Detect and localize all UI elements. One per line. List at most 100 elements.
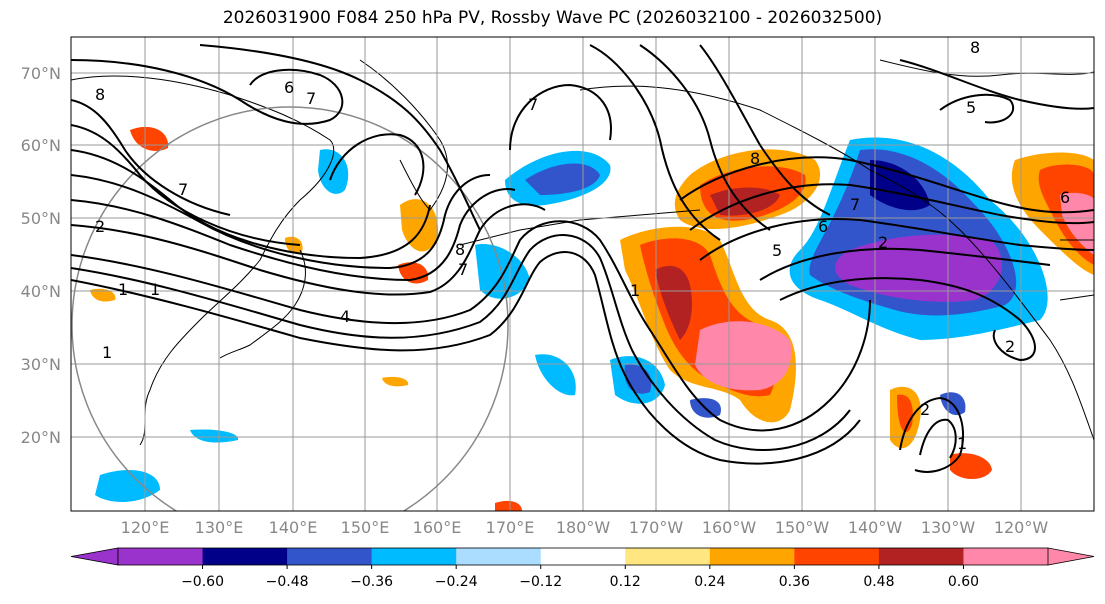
colorbar-tick-label: 0.60 bbox=[948, 574, 979, 590]
contour-label: 8 bbox=[970, 38, 980, 57]
lon-label: 130°W bbox=[921, 518, 976, 537]
colorbar-swatch bbox=[287, 548, 373, 565]
negative-anomaly-south-china-sea bbox=[95, 470, 160, 502]
longitude-labels: 120°E 130°E 140°E 150°E 160°E 170°E 180°… bbox=[121, 518, 1049, 537]
contour-line bbox=[639, 44, 771, 231]
lat-label: 70°N bbox=[21, 64, 61, 83]
contour-label: 2 bbox=[95, 217, 105, 236]
reference-circle bbox=[71, 106, 509, 511]
colorbar-border bbox=[117, 547, 1049, 566]
lon-label: 140°W bbox=[848, 518, 903, 537]
contour-line bbox=[589, 44, 721, 241]
colorbar-tick-label: −0.36 bbox=[350, 574, 393, 590]
lat-label: 50°N bbox=[21, 209, 61, 228]
colorbar-swatch bbox=[202, 548, 288, 565]
contour-label: 6 bbox=[818, 217, 828, 236]
contour-line bbox=[71, 220, 871, 432]
negative-anomaly-philippine-sea bbox=[190, 429, 239, 443]
coastline-canada-arctic bbox=[879, 59, 1094, 77]
contour-label: 2 bbox=[1005, 337, 1015, 356]
colorbar-swatch bbox=[878, 548, 964, 565]
contour-line bbox=[329, 133, 425, 196]
colorbar-tick-label: −0.60 bbox=[181, 574, 224, 590]
negative-anomaly-japan bbox=[475, 244, 530, 299]
contour-line bbox=[939, 93, 1015, 124]
map-area: 8 6 7 2 1 1 1 7 8 7 4 8 6 7 5 2 1 5 8 7 … bbox=[71, 37, 1094, 511]
contour-label: 1 bbox=[150, 280, 160, 299]
contour-label: 6 bbox=[1060, 188, 1070, 207]
contour-label: 8 bbox=[95, 85, 105, 104]
contour-label: 7 bbox=[850, 195, 860, 214]
map-border bbox=[70, 36, 1095, 512]
contour-label: 7 bbox=[458, 260, 468, 279]
colorbar-tick-label: −0.12 bbox=[519, 574, 562, 590]
graticule bbox=[71, 37, 1094, 511]
contour-line bbox=[71, 188, 516, 282]
contour-line bbox=[71, 124, 301, 246]
contour-line bbox=[71, 99, 231, 216]
contour-line bbox=[71, 251, 861, 465]
contour-line bbox=[699, 44, 831, 216]
lon-label: 180°W bbox=[556, 518, 611, 537]
contour-line bbox=[919, 418, 957, 459]
contour-label: 1 bbox=[957, 434, 967, 453]
contour-line bbox=[71, 174, 491, 270]
contour-line bbox=[509, 83, 612, 151]
colorbar-swatch bbox=[371, 548, 457, 565]
positive-anomaly-china-small bbox=[90, 288, 116, 302]
lon-label: 130°E bbox=[195, 518, 244, 537]
contour-label: 1 bbox=[118, 280, 128, 299]
colorbar-tick-label: −0.48 bbox=[266, 574, 309, 590]
chart-title: 2026031900 F084 250 hPa PV, Rossby Wave … bbox=[222, 8, 883, 28]
colorbar-swatch bbox=[456, 548, 542, 565]
colorbar: −0.60 −0.48 −0.36 −0.24 −0.12 0.12 0.24 0.36 0.4… bbox=[70, 547, 1095, 590]
lon-label: 170°W bbox=[629, 518, 684, 537]
negative-anomaly-kuril-inner bbox=[525, 163, 600, 195]
contour-line bbox=[699, 218, 1094, 261]
colorbar-arrow-right bbox=[1047, 547, 1095, 566]
contour-line bbox=[779, 277, 1036, 362]
coastline-aleutians bbox=[459, 209, 701, 246]
contour-label: 2 bbox=[878, 233, 888, 252]
colorbar-tick-label: 0.36 bbox=[779, 574, 810, 590]
positive-anomaly-hawaii-ne bbox=[950, 453, 992, 479]
lon-label: 150°W bbox=[775, 518, 830, 537]
colorbar-tick-label: 0.12 bbox=[610, 574, 641, 590]
contour-label: 8 bbox=[455, 240, 465, 259]
colorbar-tick-label: 0.24 bbox=[694, 574, 725, 590]
contour-label: 1 bbox=[630, 281, 640, 300]
negative-anomaly-west-pacific bbox=[535, 354, 576, 396]
colorbar-swatch bbox=[540, 548, 626, 565]
lon-label: 140°E bbox=[269, 518, 318, 537]
colorbar-swatch bbox=[118, 548, 204, 565]
positive-anomaly-darkred-band bbox=[655, 265, 692, 340]
coastline-kamchatka bbox=[359, 59, 448, 211]
anomaly-shading bbox=[90, 126, 1094, 511]
contour-label: 7 bbox=[528, 95, 538, 114]
contour-line bbox=[71, 149, 431, 260]
pv-contours bbox=[71, 44, 1094, 473]
contour-label: 5 bbox=[772, 241, 782, 260]
lon-label: 120°E bbox=[121, 518, 170, 537]
latitude-labels: 70°N 60°N 50°N 40°N 30°N 20°N bbox=[21, 64, 61, 447]
contour-line bbox=[899, 59, 1094, 110]
lat-label: 60°N bbox=[21, 136, 61, 155]
lat-label: 20°N bbox=[21, 428, 61, 447]
lon-label: 120°W bbox=[994, 518, 1049, 537]
colorbar-swatch bbox=[709, 548, 795, 565]
positive-anomaly-pink bbox=[695, 321, 792, 391]
contour-label: 1 bbox=[102, 343, 112, 362]
coastline-japan bbox=[219, 249, 306, 359]
colorbar-swatch bbox=[625, 548, 711, 565]
contour-label: 2 bbox=[920, 400, 930, 419]
lon-label: 150°E bbox=[341, 518, 390, 537]
contour-label: 4 bbox=[340, 307, 350, 326]
lon-label: 160°W bbox=[702, 518, 757, 537]
colorbar-tick-label: −0.24 bbox=[435, 574, 478, 590]
coastline-us-west bbox=[1059, 239, 1094, 301]
lat-label: 40°N bbox=[21, 282, 61, 301]
contour-label: 7 bbox=[306, 89, 316, 108]
negative-anomaly-ne-pacific-core bbox=[835, 234, 1002, 302]
contour-line bbox=[759, 247, 1051, 281]
positive-anomaly-subtropic-small bbox=[382, 376, 409, 387]
